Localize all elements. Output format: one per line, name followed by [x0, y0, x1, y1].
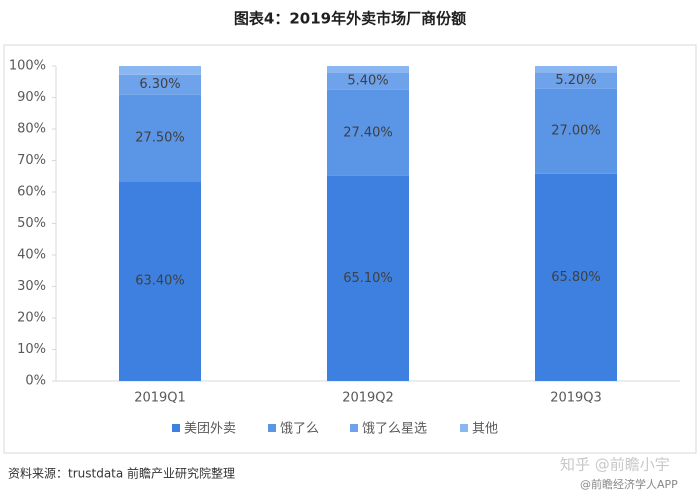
x-tick-label: 2019Q2	[342, 391, 394, 406]
y-tick-label: 80%	[17, 122, 46, 137]
bar-segment	[327, 66, 409, 73]
y-tick-label: 40%	[17, 248, 46, 263]
bar-segment	[535, 72, 617, 89]
y-tick-label: 50%	[17, 216, 46, 231]
legend-label: 美团外卖	[184, 422, 236, 437]
bar-segment	[327, 72, 409, 90]
bar-segment	[535, 88, 617, 174]
bar-segment	[327, 89, 409, 176]
y-tick-label: 60%	[17, 185, 46, 200]
y-tick-label: 10%	[17, 342, 46, 357]
data-label: 65.10%	[343, 271, 393, 286]
bar-segment	[535, 173, 617, 381]
bar-segment	[119, 66, 201, 75]
legend-label: 饿了么	[280, 422, 319, 437]
legend-swatch	[172, 424, 180, 432]
bar-segment	[535, 66, 617, 73]
x-tick-label: 2019Q1	[134, 391, 186, 406]
y-tick-label: 20%	[17, 311, 46, 326]
data-label: 63.40%	[135, 274, 185, 289]
data-label: 27.50%	[135, 130, 185, 145]
y-tick-label: 0%	[25, 374, 46, 389]
source-note: 资料来源：trustdata 前瞻产业研究院整理	[8, 466, 235, 481]
y-tick-label: 30%	[17, 279, 46, 294]
legend-swatch	[350, 424, 358, 432]
chart-frame	[3, 44, 697, 454]
bar-segment	[119, 181, 201, 381]
data-label: 5.40%	[347, 74, 388, 89]
watermark: @前瞻经济学人APP	[580, 477, 678, 491]
bar-segment	[327, 175, 409, 381]
x-tick-label: 2019Q3	[550, 391, 602, 406]
chart-title: 图表4：2019年外卖市场厂商份额	[234, 10, 466, 28]
data-label: 27.40%	[343, 125, 393, 140]
legend-label: 饿了么星选	[362, 422, 427, 437]
watermark: 知乎 @前瞻小宇	[560, 456, 670, 474]
legend-swatch	[268, 424, 276, 432]
y-tick-label: 70%	[17, 153, 46, 168]
data-label: 27.00%	[551, 124, 601, 139]
y-tick-label: 100%	[9, 59, 46, 74]
y-tick-label: 90%	[17, 90, 46, 105]
bar-segment	[119, 94, 201, 182]
data-label: 65.80%	[551, 270, 601, 285]
data-label: 5.20%	[555, 73, 596, 88]
legend-label: 其他	[472, 422, 498, 437]
bar-segment	[119, 74, 201, 95]
legend-swatch	[460, 424, 468, 432]
data-label: 6.30%	[139, 77, 180, 92]
